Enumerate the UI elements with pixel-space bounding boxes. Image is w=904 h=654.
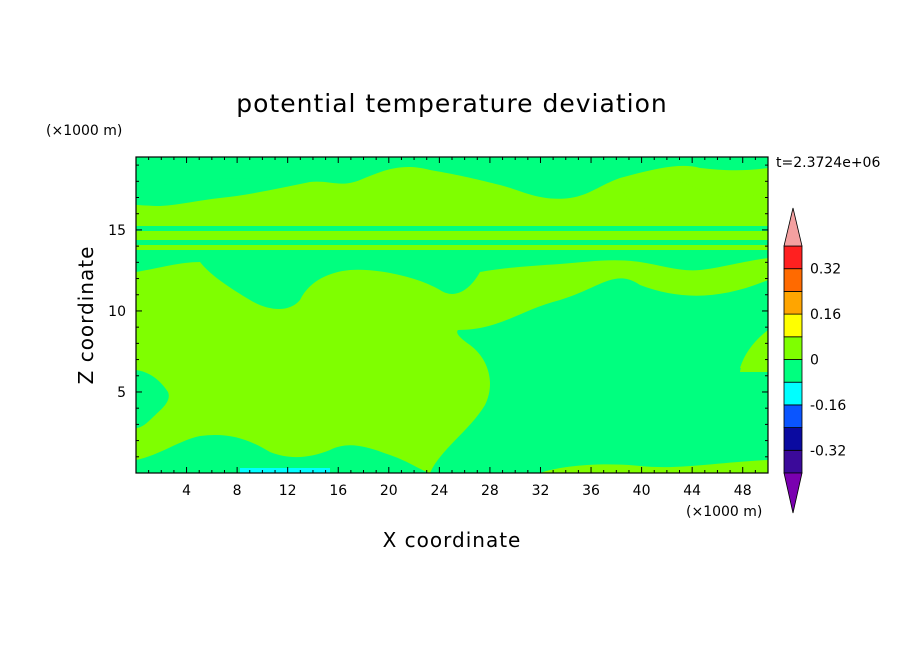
colorbar-segment	[783, 268, 803, 292]
colorbar-segment	[783, 359, 803, 383]
heatmap-field	[136, 157, 768, 473]
x-tick-label: 20	[380, 483, 398, 499]
y-unit-label: (×1000 m)	[46, 123, 122, 139]
y-axis-ticks: 5 10 15	[108, 164, 768, 458]
x-axis-label: X coordinate	[383, 528, 522, 552]
x-axis-ticks: 4 8 12 16 20 24 28 32 36 40 44 48	[148, 157, 756, 499]
colorbar: 0.32 0.16 0 -0.16 -0.32	[783, 207, 846, 514]
colorbar-extend-max	[783, 207, 803, 247]
colorbar-segment	[783, 427, 803, 451]
x-tick-label: 36	[582, 483, 600, 499]
colorbar-label: 0.32	[810, 262, 841, 278]
field-region-cyan-bottom	[240, 468, 330, 473]
x-unit-label: (×1000 m)	[686, 504, 762, 520]
x-tick-label: 44	[683, 483, 701, 499]
field-region-negative-left-low	[136, 370, 169, 428]
field-region-positive-upper-right	[620, 178, 768, 214]
field-band-1	[136, 226, 768, 231]
x-tick-label: 8	[233, 483, 242, 499]
colorbar-segment	[783, 336, 803, 360]
time-label: t=2.3724e+06	[776, 155, 880, 171]
x-tick-label: 12	[279, 483, 297, 499]
y-axis-label: Z coordinate	[74, 246, 98, 385]
field-region-negative-right	[430, 278, 768, 473]
colorbar-label: 0	[810, 353, 819, 369]
field-region-negative-top-left	[136, 157, 400, 188]
colorbar-segment	[783, 290, 803, 315]
x-tick-label: 4	[182, 483, 191, 499]
field-band-2	[136, 234, 768, 238]
y-tick-label: 5	[117, 385, 126, 401]
field-region-positive-right-edge	[740, 330, 768, 368]
colorbar-label: 0.16	[810, 307, 841, 323]
colorbar-segment	[783, 449, 803, 474]
colorbar-extend-min	[783, 472, 803, 514]
y-tick-label: 15	[108, 223, 126, 239]
colorbar-segment	[783, 245, 803, 270]
x-tick-label: 24	[430, 483, 448, 499]
x-tick-label: 48	[734, 483, 752, 499]
x-tick-label: 16	[329, 483, 347, 499]
colorbar-label: -0.16	[810, 398, 846, 414]
x-tick-label: 40	[633, 483, 651, 499]
colorbar-segment	[783, 313, 803, 338]
field-region-positive-bottom-right	[540, 460, 768, 473]
field-region-negative-mid-left	[136, 250, 768, 309]
field-band-3	[136, 240, 768, 245]
y-tick-label: 10	[108, 304, 126, 320]
x-tick-label: 28	[481, 483, 499, 499]
chart-title: potential temperature deviation	[236, 89, 667, 118]
field-region-negative-bottom-left	[136, 434, 430, 473]
colorbar-segment	[783, 404, 803, 428]
field-band-4	[136, 246, 768, 250]
colorbar-label: -0.32	[810, 443, 846, 459]
x-tick-label: 32	[532, 483, 550, 499]
colorbar-segment	[783, 381, 803, 406]
